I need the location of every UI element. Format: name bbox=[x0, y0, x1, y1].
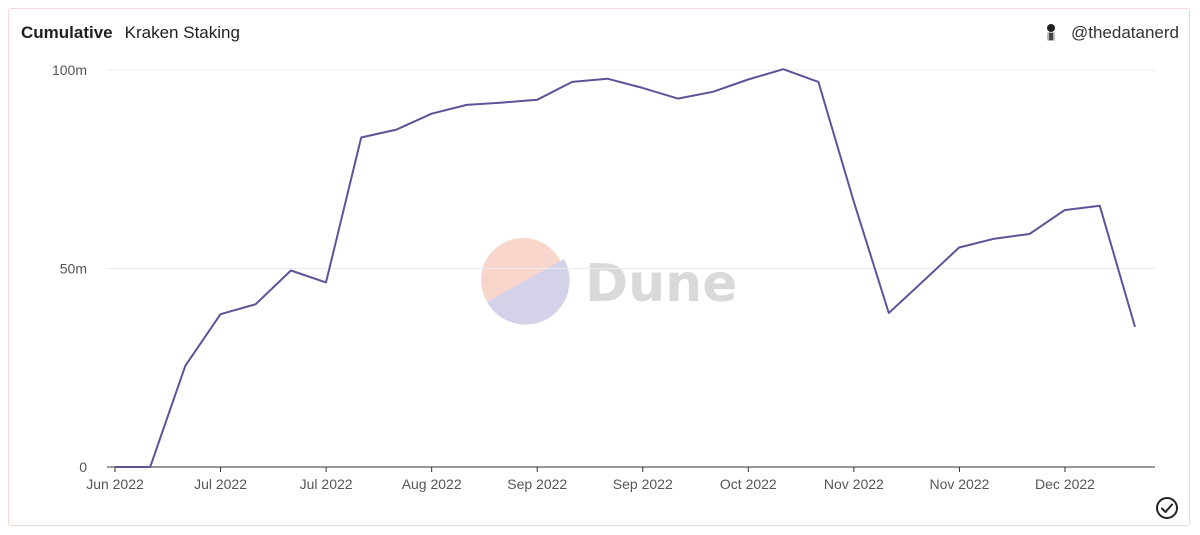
data-point[interactable] bbox=[956, 244, 962, 250]
data-point[interactable] bbox=[745, 77, 751, 83]
data-point[interactable] bbox=[640, 85, 646, 91]
data-point[interactable] bbox=[569, 79, 575, 85]
y-tick-label: 50m bbox=[60, 261, 87, 277]
data-point[interactable] bbox=[1132, 324, 1138, 330]
x-tick-label: Dec 2022 bbox=[1035, 476, 1095, 492]
watermark-text: Dune bbox=[585, 254, 737, 314]
line-chart: Dune 0 50m 100m Jun 2022 Jul 2022 Jul 2022 Au… bbox=[52, 62, 1155, 492]
avatar-icon bbox=[1046, 24, 1055, 41]
data-point[interactable] bbox=[991, 236, 997, 242]
y-tick-label: 100m bbox=[52, 62, 87, 78]
chart-header: Cumulative Kraken Staking bbox=[21, 21, 240, 45]
data-point[interactable] bbox=[429, 111, 435, 117]
author-block[interactable]: @thedatanerd bbox=[1043, 21, 1179, 45]
data-point[interactable] bbox=[851, 198, 857, 204]
x-tick-label: Jun 2022 bbox=[86, 476, 144, 492]
data-point[interactable] bbox=[323, 279, 329, 285]
x-tick-label: Jul 2022 bbox=[194, 476, 247, 492]
series-line[interactable] bbox=[115, 68, 1136, 468]
x-axis: Jun 2022 Jul 2022 Jul 2022 Aug 2022 Sep 2022… bbox=[86, 466, 1155, 492]
data-point[interactable] bbox=[1097, 203, 1103, 209]
watermark-logo-lower bbox=[487, 259, 570, 325]
data-point[interactable] bbox=[710, 89, 716, 95]
data-point[interactable] bbox=[604, 76, 610, 82]
y-tick-label: 0 bbox=[79, 459, 87, 475]
chart-subtitle: Kraken Staking bbox=[124, 23, 240, 42]
x-tick-label: Oct 2022 bbox=[720, 476, 777, 492]
data-point[interactable] bbox=[464, 102, 470, 108]
x-tick-label: Sep 2022 bbox=[507, 476, 567, 492]
data-point[interactable] bbox=[112, 464, 118, 470]
x-tick-label: Jul 2022 bbox=[300, 476, 353, 492]
data-point[interactable] bbox=[218, 311, 224, 317]
y-axis: 0 50m 100m bbox=[52, 62, 87, 475]
author-name[interactable]: @thedatanerd bbox=[1070, 23, 1179, 42]
data-point[interactable] bbox=[393, 127, 399, 133]
chart-card: Dune 0 50m 100m Jun 2022 Jul 2022 Jul 2022 Au… bbox=[8, 8, 1190, 526]
x-tick-label: Aug 2022 bbox=[402, 476, 462, 492]
chart-grid bbox=[107, 69, 1155, 269]
x-tick-label: Sep 2022 bbox=[613, 476, 673, 492]
data-point[interactable] bbox=[182, 363, 188, 369]
data-point[interactable] bbox=[358, 134, 364, 140]
check-circle-icon[interactable] bbox=[1155, 496, 1179, 520]
data-point[interactable] bbox=[815, 79, 821, 85]
data-point[interactable] bbox=[534, 97, 540, 103]
data-point[interactable] bbox=[921, 277, 927, 283]
x-tick-label: Nov 2022 bbox=[929, 476, 989, 492]
data-point[interactable] bbox=[780, 66, 786, 72]
chart-title: Cumulative bbox=[21, 23, 113, 42]
data-point[interactable] bbox=[499, 100, 505, 106]
data-point[interactable] bbox=[288, 267, 294, 273]
data-point[interactable] bbox=[1062, 207, 1068, 213]
data-point[interactable] bbox=[147, 464, 153, 470]
data-point[interactable] bbox=[675, 96, 681, 102]
series-layer bbox=[112, 66, 1138, 470]
x-tick-label: Nov 2022 bbox=[824, 476, 884, 492]
data-point[interactable] bbox=[253, 301, 259, 307]
data-point[interactable] bbox=[886, 310, 892, 316]
dune-watermark: Dune bbox=[481, 238, 737, 325]
data-point[interactable] bbox=[1026, 231, 1032, 237]
